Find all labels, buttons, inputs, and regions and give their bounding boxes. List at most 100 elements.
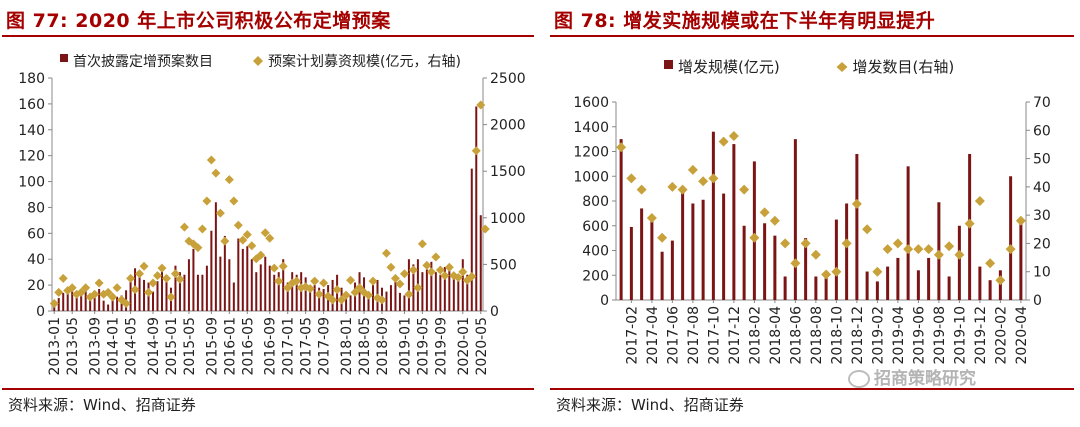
left-title-divider bbox=[2, 35, 534, 37]
left-legend-bar-label: 首次披露定增预案数目 bbox=[73, 53, 213, 70]
left-bar bbox=[304, 277, 307, 311]
left-bar bbox=[183, 274, 186, 311]
left-bar bbox=[466, 274, 469, 311]
right-bar bbox=[670, 240, 674, 300]
left-chart-svg: 0 20 40 60 80 100 120 140 160 180 0 500 1000 1500 2000… bbox=[18, 53, 526, 376]
left-bar bbox=[349, 295, 352, 311]
left-diamond-point bbox=[431, 252, 441, 262]
right-diamond-point bbox=[862, 224, 873, 235]
right-x-tick-label: 2019-12 bbox=[973, 306, 989, 365]
right-diamond-point bbox=[626, 173, 637, 184]
right-title-divider bbox=[550, 35, 1074, 37]
right-diamond-point bbox=[749, 232, 760, 243]
right-legend-bar-label: 增发规模(亿元) bbox=[678, 58, 780, 76]
left-x-tick-label: 2020-05 bbox=[474, 317, 490, 376]
left-x-tick-label: 2019-05 bbox=[415, 317, 431, 376]
left-diamond-point bbox=[121, 299, 131, 309]
left-diamond-point bbox=[153, 271, 163, 281]
left-diamond-point bbox=[283, 283, 293, 293]
left-diamond-point bbox=[58, 273, 68, 283]
left-diamond-point bbox=[408, 265, 418, 275]
left-diamond-point bbox=[453, 272, 463, 282]
right-legend-diamond-label: 增发数目(右轴) bbox=[853, 58, 955, 76]
left-y-tick-label: 180 bbox=[18, 71, 45, 87]
left-legend-diamond-label: 预案计划募资规模(亿元，右轴) bbox=[268, 53, 461, 70]
left-diamond-point bbox=[278, 261, 288, 271]
right-bar bbox=[824, 272, 828, 300]
left-diamond-point bbox=[328, 295, 338, 305]
left-diamond-point bbox=[67, 283, 77, 293]
left-source-divider bbox=[2, 388, 534, 390]
left-bar bbox=[309, 287, 312, 311]
left-bar bbox=[295, 274, 298, 311]
left-diamond-point bbox=[206, 155, 216, 165]
left-diamond-point bbox=[247, 241, 257, 251]
left-x-tick-label: 2020-01 bbox=[456, 317, 472, 376]
left-x-tick-label: 2016-05 bbox=[240, 317, 256, 376]
right-diamond-point bbox=[698, 176, 709, 187]
right-diamond-point bbox=[974, 196, 985, 206]
left-bar bbox=[196, 274, 199, 311]
left-bar bbox=[89, 295, 92, 311]
right-x-tick-label: 2017-06 bbox=[665, 306, 681, 365]
left-diamond-point bbox=[355, 283, 365, 293]
left-diamond-point bbox=[144, 287, 154, 297]
right-diamond-point bbox=[759, 207, 770, 218]
left-diamond-point bbox=[224, 175, 234, 185]
left-diamond-point bbox=[54, 287, 64, 297]
right-x-tick-label: 2018-12 bbox=[850, 306, 866, 365]
left-diamond-point bbox=[364, 290, 374, 300]
right-x-tick-label: 2019-04 bbox=[891, 306, 907, 365]
left-bar bbox=[93, 292, 96, 311]
right-diamond-point bbox=[657, 232, 668, 243]
left-x-tick-label: 2015-01 bbox=[164, 317, 180, 376]
right-diamond-point bbox=[923, 244, 934, 255]
right-bar bbox=[875, 281, 879, 300]
left-bar bbox=[80, 292, 83, 311]
left-bar bbox=[448, 265, 451, 311]
left-diamond-point bbox=[157, 263, 167, 273]
right-x-tick-label: 2018-02 bbox=[747, 306, 763, 365]
left-bar bbox=[84, 287, 87, 311]
right-y-tick-label: 1200 bbox=[573, 145, 609, 161]
left-diamond-point bbox=[467, 272, 477, 282]
left-bar bbox=[407, 259, 410, 311]
left-y-tick-label: 100 bbox=[18, 175, 45, 191]
right-bar bbox=[947, 276, 951, 300]
right-y2-tick-label: 0 bbox=[1033, 293, 1042, 309]
right-legend-bar-swatch bbox=[664, 60, 673, 69]
left-x-tick-label: 2017-09 bbox=[317, 317, 333, 376]
left-y2-tick-label: 1000 bbox=[490, 211, 526, 227]
right-bar bbox=[855, 153, 859, 300]
right-bar bbox=[732, 144, 736, 300]
left-y2-tick-label: 500 bbox=[490, 257, 517, 273]
right-bar bbox=[988, 280, 992, 300]
left-diamond-point bbox=[193, 243, 203, 253]
left-bar bbox=[205, 265, 208, 311]
right-diamond-point bbox=[903, 244, 914, 255]
left-bar bbox=[394, 277, 397, 311]
left-bar bbox=[241, 248, 244, 311]
left-x-tick-label: 2014-09 bbox=[146, 317, 162, 376]
watermark: 招商策略研究 bbox=[848, 364, 976, 389]
left-x-tick-label: 2014-05 bbox=[124, 317, 140, 376]
left-bar bbox=[187, 259, 190, 311]
left-x-tick-label: 2015-05 bbox=[182, 317, 198, 376]
left-diamond-point bbox=[458, 267, 468, 277]
left-diamond-point bbox=[341, 290, 351, 300]
right-y-tick-label: 600 bbox=[582, 219, 609, 235]
right-x-tick-label: 2020-02 bbox=[993, 306, 1009, 365]
right-y-tick-label: 1600 bbox=[573, 95, 609, 111]
left-bar bbox=[75, 295, 78, 311]
left-bar bbox=[443, 266, 446, 311]
right-y-tick-label: 800 bbox=[582, 194, 609, 210]
left-diamond-point bbox=[49, 299, 59, 309]
left-diamond-point bbox=[265, 233, 275, 243]
left-bar bbox=[291, 272, 294, 311]
left-diamond-point bbox=[103, 287, 113, 297]
left-diamond-point bbox=[332, 285, 342, 295]
left-diamond-point bbox=[139, 261, 149, 271]
left-x-tick-label: 2019-09 bbox=[433, 317, 449, 376]
left-diamond-point bbox=[395, 279, 405, 289]
right-bar bbox=[701, 199, 705, 300]
